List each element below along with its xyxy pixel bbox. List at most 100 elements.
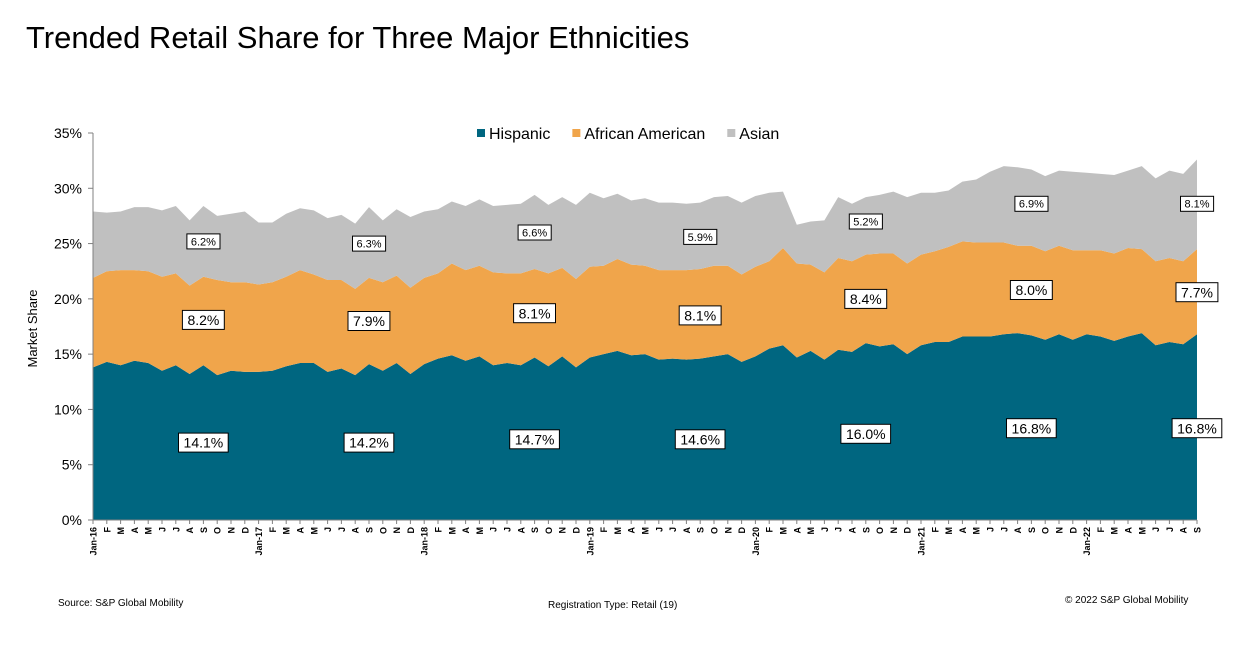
y-tick-label: 10%: [54, 401, 82, 417]
data-label: 6.3%: [352, 235, 387, 252]
y-tick-label: 25%: [54, 236, 82, 252]
x-tick-label: O: [1041, 527, 1051, 534]
x-tick-label: J: [986, 527, 996, 532]
svg-text:6.6%: 6.6%: [522, 227, 547, 239]
x-tick-label: F: [930, 527, 940, 533]
area-series-hispanic: [93, 333, 1197, 520]
x-tick-label: J: [337, 527, 347, 532]
y-tick-label: 5%: [62, 457, 82, 473]
x-tick-label: M: [944, 527, 954, 535]
data-label: 6.6%: [517, 224, 552, 241]
x-tick-label: Jan-21: [917, 527, 927, 556]
data-label: 8.4%: [844, 288, 888, 309]
data-label: 6.2%: [186, 233, 221, 250]
x-tick-label: J: [668, 527, 678, 532]
x-tick-label: M: [613, 527, 623, 535]
x-tick-label: S: [861, 527, 871, 533]
legend-label-asian: Asian: [739, 126, 779, 143]
data-label: 5.2%: [848, 213, 883, 230]
svg-text:6.3%: 6.3%: [356, 239, 381, 251]
x-tick-label: A: [1124, 527, 1134, 534]
x-tick-label: F: [434, 527, 444, 533]
x-tick-label: A: [516, 527, 526, 534]
x-tick-label: J: [999, 527, 1009, 532]
data-label: 14.6%: [674, 429, 726, 450]
svg-text:16.0%: 16.0%: [846, 426, 886, 442]
x-tick-label: M: [309, 527, 319, 535]
data-label: 7.9%: [347, 311, 391, 331]
x-tick-label: A: [848, 527, 858, 534]
x-tick-label: Jan-16: [89, 527, 99, 556]
x-tick-label: F: [765, 527, 775, 533]
x-tick-label: Jan-22: [1082, 527, 1092, 556]
y-axis-title: Market Share: [25, 289, 40, 367]
x-tick-label: F: [268, 527, 278, 533]
x-tick-label: J: [503, 527, 513, 532]
svg-text:8.1%: 8.1%: [684, 307, 716, 323]
x-tick-label: M: [447, 527, 457, 535]
svg-text:6.9%: 6.9%: [1019, 199, 1044, 211]
x-tick-label: F: [102, 527, 112, 533]
x-tick-label: Jan-18: [420, 527, 430, 556]
x-tick-label: N: [392, 527, 402, 534]
x-tick-label: A: [792, 527, 802, 534]
svg-text:8.2%: 8.2%: [187, 312, 219, 328]
x-tick-label: F: [1096, 527, 1106, 533]
x-tick-label: Jan-17: [254, 527, 264, 556]
x-tick-label: A: [461, 527, 471, 534]
chart-axes: [88, 132, 1198, 524]
svg-text:16.8%: 16.8%: [1012, 420, 1052, 436]
svg-text:5.2%: 5.2%: [853, 216, 878, 228]
data-label: 8.0%: [1009, 280, 1053, 300]
x-tick-label: A: [351, 527, 361, 534]
data-label: 16.8%: [1006, 418, 1057, 439]
x-tick-label: S: [530, 527, 540, 533]
chart-areas: [93, 159, 1197, 520]
x-tick-label: N: [1055, 527, 1065, 534]
x-tick-label: J: [1165, 527, 1175, 532]
x-tick-label: Jan-20: [751, 527, 761, 556]
x-tick-label: M: [475, 527, 485, 535]
svg-text:6.2%: 6.2%: [191, 236, 216, 248]
x-tick-label: J: [489, 527, 499, 532]
svg-text:7.9%: 7.9%: [353, 313, 385, 329]
legend-swatch-african-american: [572, 129, 581, 137]
y-tick-label: 35%: [54, 125, 82, 141]
x-tick-label: S: [1193, 527, 1203, 533]
x-tick-label: J: [1151, 527, 1161, 532]
x-tick-label: J: [323, 527, 333, 532]
x-tick-label: M: [116, 527, 126, 535]
x-tick-label: D: [240, 527, 250, 534]
y-tick-label: 15%: [54, 346, 82, 362]
x-tick-label: N: [227, 527, 237, 534]
data-label: 16.8%: [1171, 418, 1223, 439]
data-label: 7.7%: [1175, 282, 1219, 303]
svg-text:16.8%: 16.8%: [1177, 420, 1217, 436]
data-labels: 14.1% 14.2% 14.7% 14.6% 16.0% 16.8% 16.8% 8.2% 7…: [178, 195, 1223, 453]
x-tick-label: O: [378, 527, 388, 534]
x-tick-label: D: [406, 527, 416, 534]
source-note: Source: S&P Global Mobility: [58, 598, 184, 609]
x-tick-label: M: [779, 527, 789, 535]
x-tick-label: D: [903, 527, 913, 534]
x-tick-label: J: [654, 527, 664, 532]
x-tick-label: A: [682, 527, 692, 534]
x-tick-label: D: [572, 527, 582, 534]
y-tick-label: 0%: [62, 512, 82, 528]
x-tick-label: M: [144, 527, 154, 535]
x-tick-label: J: [158, 527, 168, 532]
svg-text:14.2%: 14.2%: [349, 435, 389, 451]
x-tick-label: Jan-19: [585, 527, 595, 556]
x-tick-label: A: [130, 527, 140, 534]
data-label: 8.2%: [181, 309, 225, 330]
area-series-asian: [93, 159, 1197, 289]
x-tick-label: A: [1013, 527, 1023, 534]
x-tick-label: O: [544, 527, 554, 534]
svg-text:14.6%: 14.6%: [680, 431, 720, 447]
data-label: 14.2%: [343, 432, 395, 453]
x-tick-label: D: [737, 527, 747, 534]
x-tick-label: A: [627, 527, 637, 534]
x-tick-label: M: [1110, 527, 1120, 535]
x-tick-label: O: [710, 527, 720, 534]
